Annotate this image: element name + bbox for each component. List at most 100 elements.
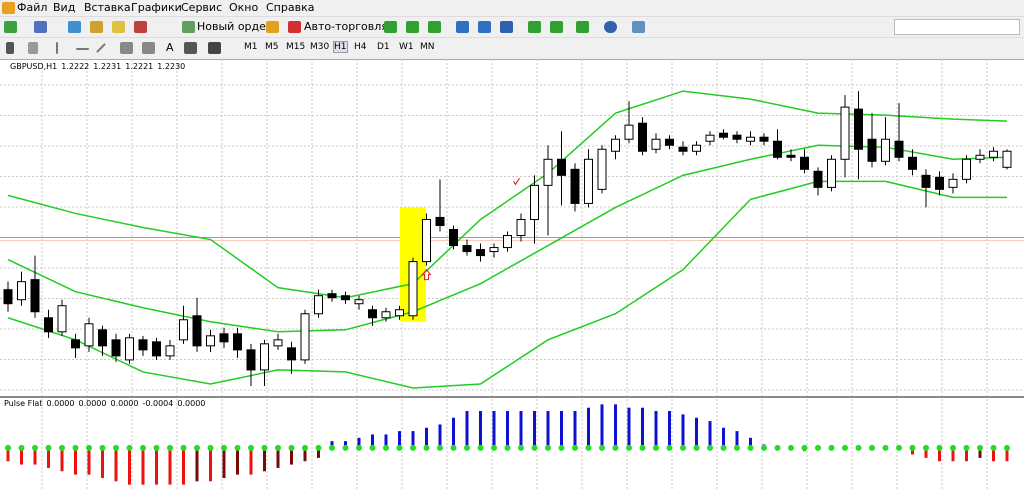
- crosshair-tool[interactable]: [28, 42, 38, 54]
- signal-dot: [248, 444, 254, 451]
- signal-dot: [275, 444, 281, 451]
- signal-dot: [909, 444, 916, 451]
- timeframe-button[interactable]: M5: [265, 42, 279, 52]
- signal-dot: [5, 444, 11, 451]
- timeframe-button[interactable]: M30: [310, 42, 330, 52]
- indicators-icon[interactable]: [576, 21, 589, 33]
- candle-body: [435, 216, 445, 226]
- menu-item[interactable]: Сервис: [181, 1, 223, 14]
- signal-dot: [261, 444, 268, 451]
- signal-dot: [221, 444, 227, 451]
- new-chart-icon[interactable]: [4, 21, 17, 33]
- candle-body: [408, 261, 418, 317]
- zoom-in-icon[interactable]: [456, 21, 469, 33]
- cursor-tool[interactable]: [6, 42, 14, 54]
- market-watch-icon[interactable]: [68, 21, 81, 33]
- chart-header: GBPUSD,H1 1.2222 1.2231 1.2221 1.2230: [10, 62, 185, 71]
- line-chart-icon[interactable]: [428, 21, 441, 33]
- candle-body: [368, 309, 377, 319]
- terminal-icon[interactable]: [112, 21, 125, 33]
- candle-body: [219, 333, 229, 343]
- editor-icon[interactable]: [266, 21, 279, 33]
- tile-icon[interactable]: [500, 21, 513, 33]
- signal-dot: [815, 444, 821, 451]
- signal-dot: [504, 444, 511, 451]
- candle-body: [57, 305, 67, 333]
- ohlc-value: 1.2231: [93, 62, 121, 71]
- timeframe-button[interactable]: D1: [377, 42, 390, 52]
- candle-body: [152, 341, 161, 357]
- timeframe-button[interactable]: H4: [354, 42, 367, 52]
- candle-body: [557, 158, 566, 176]
- auto-trading-icon[interactable]: [288, 21, 301, 33]
- timeframe-button[interactable]: M1: [244, 42, 258, 52]
- indicator-header: Pulse Flat 0.0000 0.0000 0.0000 -0.0004 0.000…: [4, 399, 205, 408]
- indicator-value: 0.0000: [46, 399, 74, 408]
- templates-icon[interactable]: [632, 21, 645, 33]
- candle-body: [611, 138, 620, 152]
- arrows-tool[interactable]: [208, 42, 221, 54]
- signal-dot: [788, 444, 794, 451]
- candle-body: [840, 106, 850, 160]
- timeframe-button[interactable]: MN: [420, 42, 435, 52]
- signal-dot: [801, 444, 808, 451]
- signal-dot: [18, 444, 25, 451]
- signal-dot: [936, 444, 943, 451]
- navigator-icon[interactable]: [90, 21, 103, 33]
- periods-icon[interactable]: [604, 21, 617, 33]
- vline-tool[interactable]: [56, 42, 58, 54]
- indicator-name: Pulse Flat: [4, 399, 42, 408]
- candle-body: [854, 108, 863, 150]
- candle-body: [530, 184, 539, 220]
- zoom-out-icon[interactable]: [478, 21, 491, 33]
- candle-body: [935, 176, 944, 190]
- new-order-button[interactable]: Новый ордер: [197, 20, 273, 33]
- candle-body: [179, 319, 188, 341]
- signal-dot: [383, 444, 389, 451]
- candle-body: [624, 124, 634, 140]
- fibo-tool[interactable]: [142, 42, 155, 54]
- candle-body: [732, 134, 742, 140]
- label-tool[interactable]: [184, 42, 197, 54]
- candle-body: [327, 293, 337, 299]
- menu-item[interactable]: Вставка: [84, 1, 131, 14]
- scroll-icon[interactable]: [528, 21, 541, 33]
- candle-body: [449, 229, 458, 247]
- signal-dot: [113, 444, 119, 451]
- candle-body: [1002, 150, 1012, 168]
- menu-item[interactable]: Файл: [17, 1, 48, 14]
- bar-chart-icon[interactable]: [384, 21, 397, 33]
- channel-tool[interactable]: [120, 42, 133, 54]
- candle-body: [111, 339, 121, 357]
- signal-dot: [693, 444, 700, 451]
- new-order-icon[interactable]: [182, 21, 195, 33]
- candle-chart-icon[interactable]: [406, 21, 419, 33]
- indicator-value: 0.0000: [110, 399, 138, 408]
- search-box[interactable]: [894, 19, 1020, 35]
- profiles-icon[interactable]: [34, 21, 47, 33]
- signal-dot: [410, 444, 416, 451]
- tester-icon[interactable]: [134, 21, 147, 33]
- candle-body: [381, 311, 391, 319]
- timeframe-button[interactable]: M15: [286, 42, 306, 52]
- auto-trading-button[interactable]: Авто-торговля: [304, 20, 388, 33]
- menu-item[interactable]: Окно: [229, 1, 259, 14]
- signal-dot: [842, 444, 848, 451]
- indicator-value: -0.0004: [142, 399, 173, 408]
- candle-body: [489, 247, 499, 253]
- menu-item[interactable]: Справка: [266, 1, 315, 14]
- timeframe-button[interactable]: H1: [333, 41, 348, 53]
- text-tool[interactable]: A: [166, 41, 174, 54]
- candle-body: [260, 343, 269, 371]
- candle-body: [503, 235, 512, 249]
- signal-dot: [59, 444, 65, 451]
- menu-item[interactable]: Вид: [53, 1, 76, 14]
- hline-tool[interactable]: [76, 48, 89, 50]
- menu-item[interactable]: Графики: [131, 1, 182, 14]
- shift-icon[interactable]: [550, 21, 563, 33]
- signal-dot: [140, 444, 146, 451]
- signal-dot: [167, 444, 173, 451]
- candle-body: [894, 140, 904, 158]
- trendline-tool[interactable]: [96, 43, 106, 53]
- timeframe-button[interactable]: W1: [399, 42, 414, 52]
